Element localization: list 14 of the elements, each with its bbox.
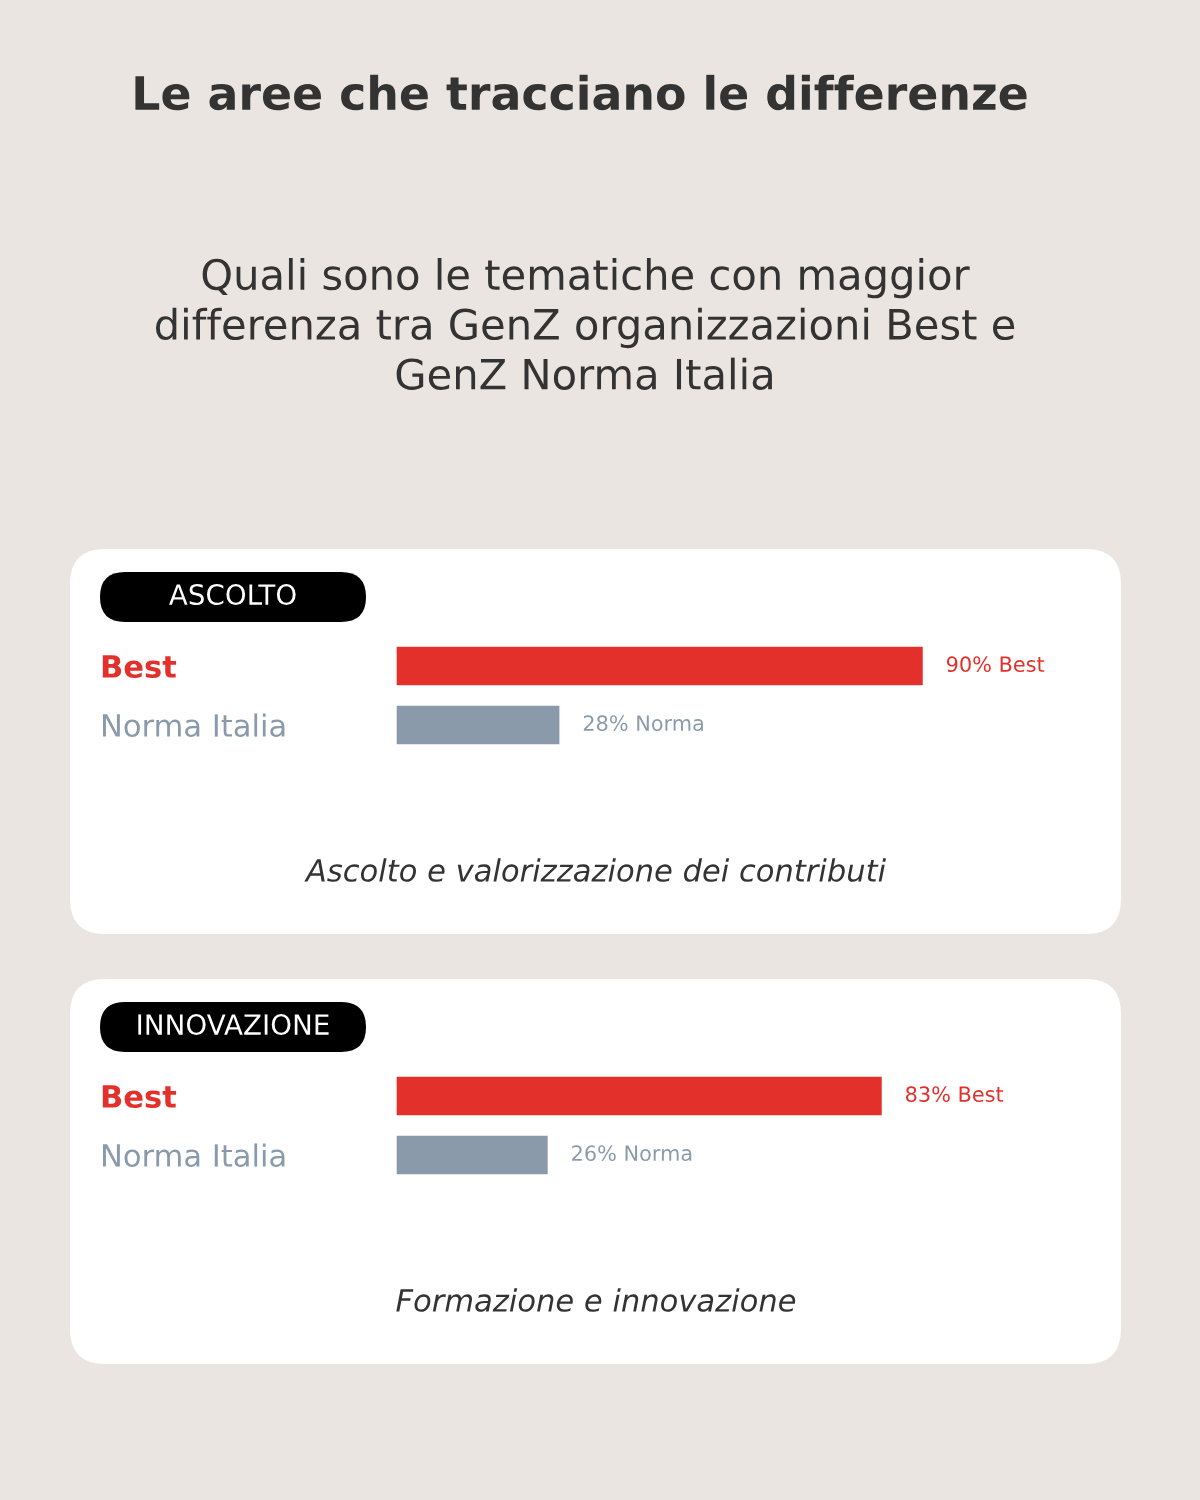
y-tick-label: Best [102, 1085, 177, 1109]
chart-title: ASCOLTO [169, 584, 296, 606]
chart-title: INNOVAZIONE [138, 1014, 329, 1036]
y-tick-label: Norma Italia [103, 713, 285, 738]
data-label: 83% Best [906, 1086, 1004, 1103]
y-tick-label: Best [102, 655, 177, 679]
text: Quali sono le tematiche con maggior differenza tra GenZ organizzazioni Best e GenZ Norma Italia [155, 258, 1015, 390]
data-label: 26% Norma [572, 1145, 692, 1162]
text: Ascolto e valorizzazione dei contributi [304, 858, 886, 882]
text: Le aree che tracciano le differenze [135, 74, 1027, 111]
data-label: 28% Norma [583, 715, 703, 732]
text: Formazione e innovazione [396, 1288, 796, 1312]
data-label: 90% Best [946, 656, 1045, 673]
y-tick-label: Norma Italia [103, 1143, 285, 1168]
